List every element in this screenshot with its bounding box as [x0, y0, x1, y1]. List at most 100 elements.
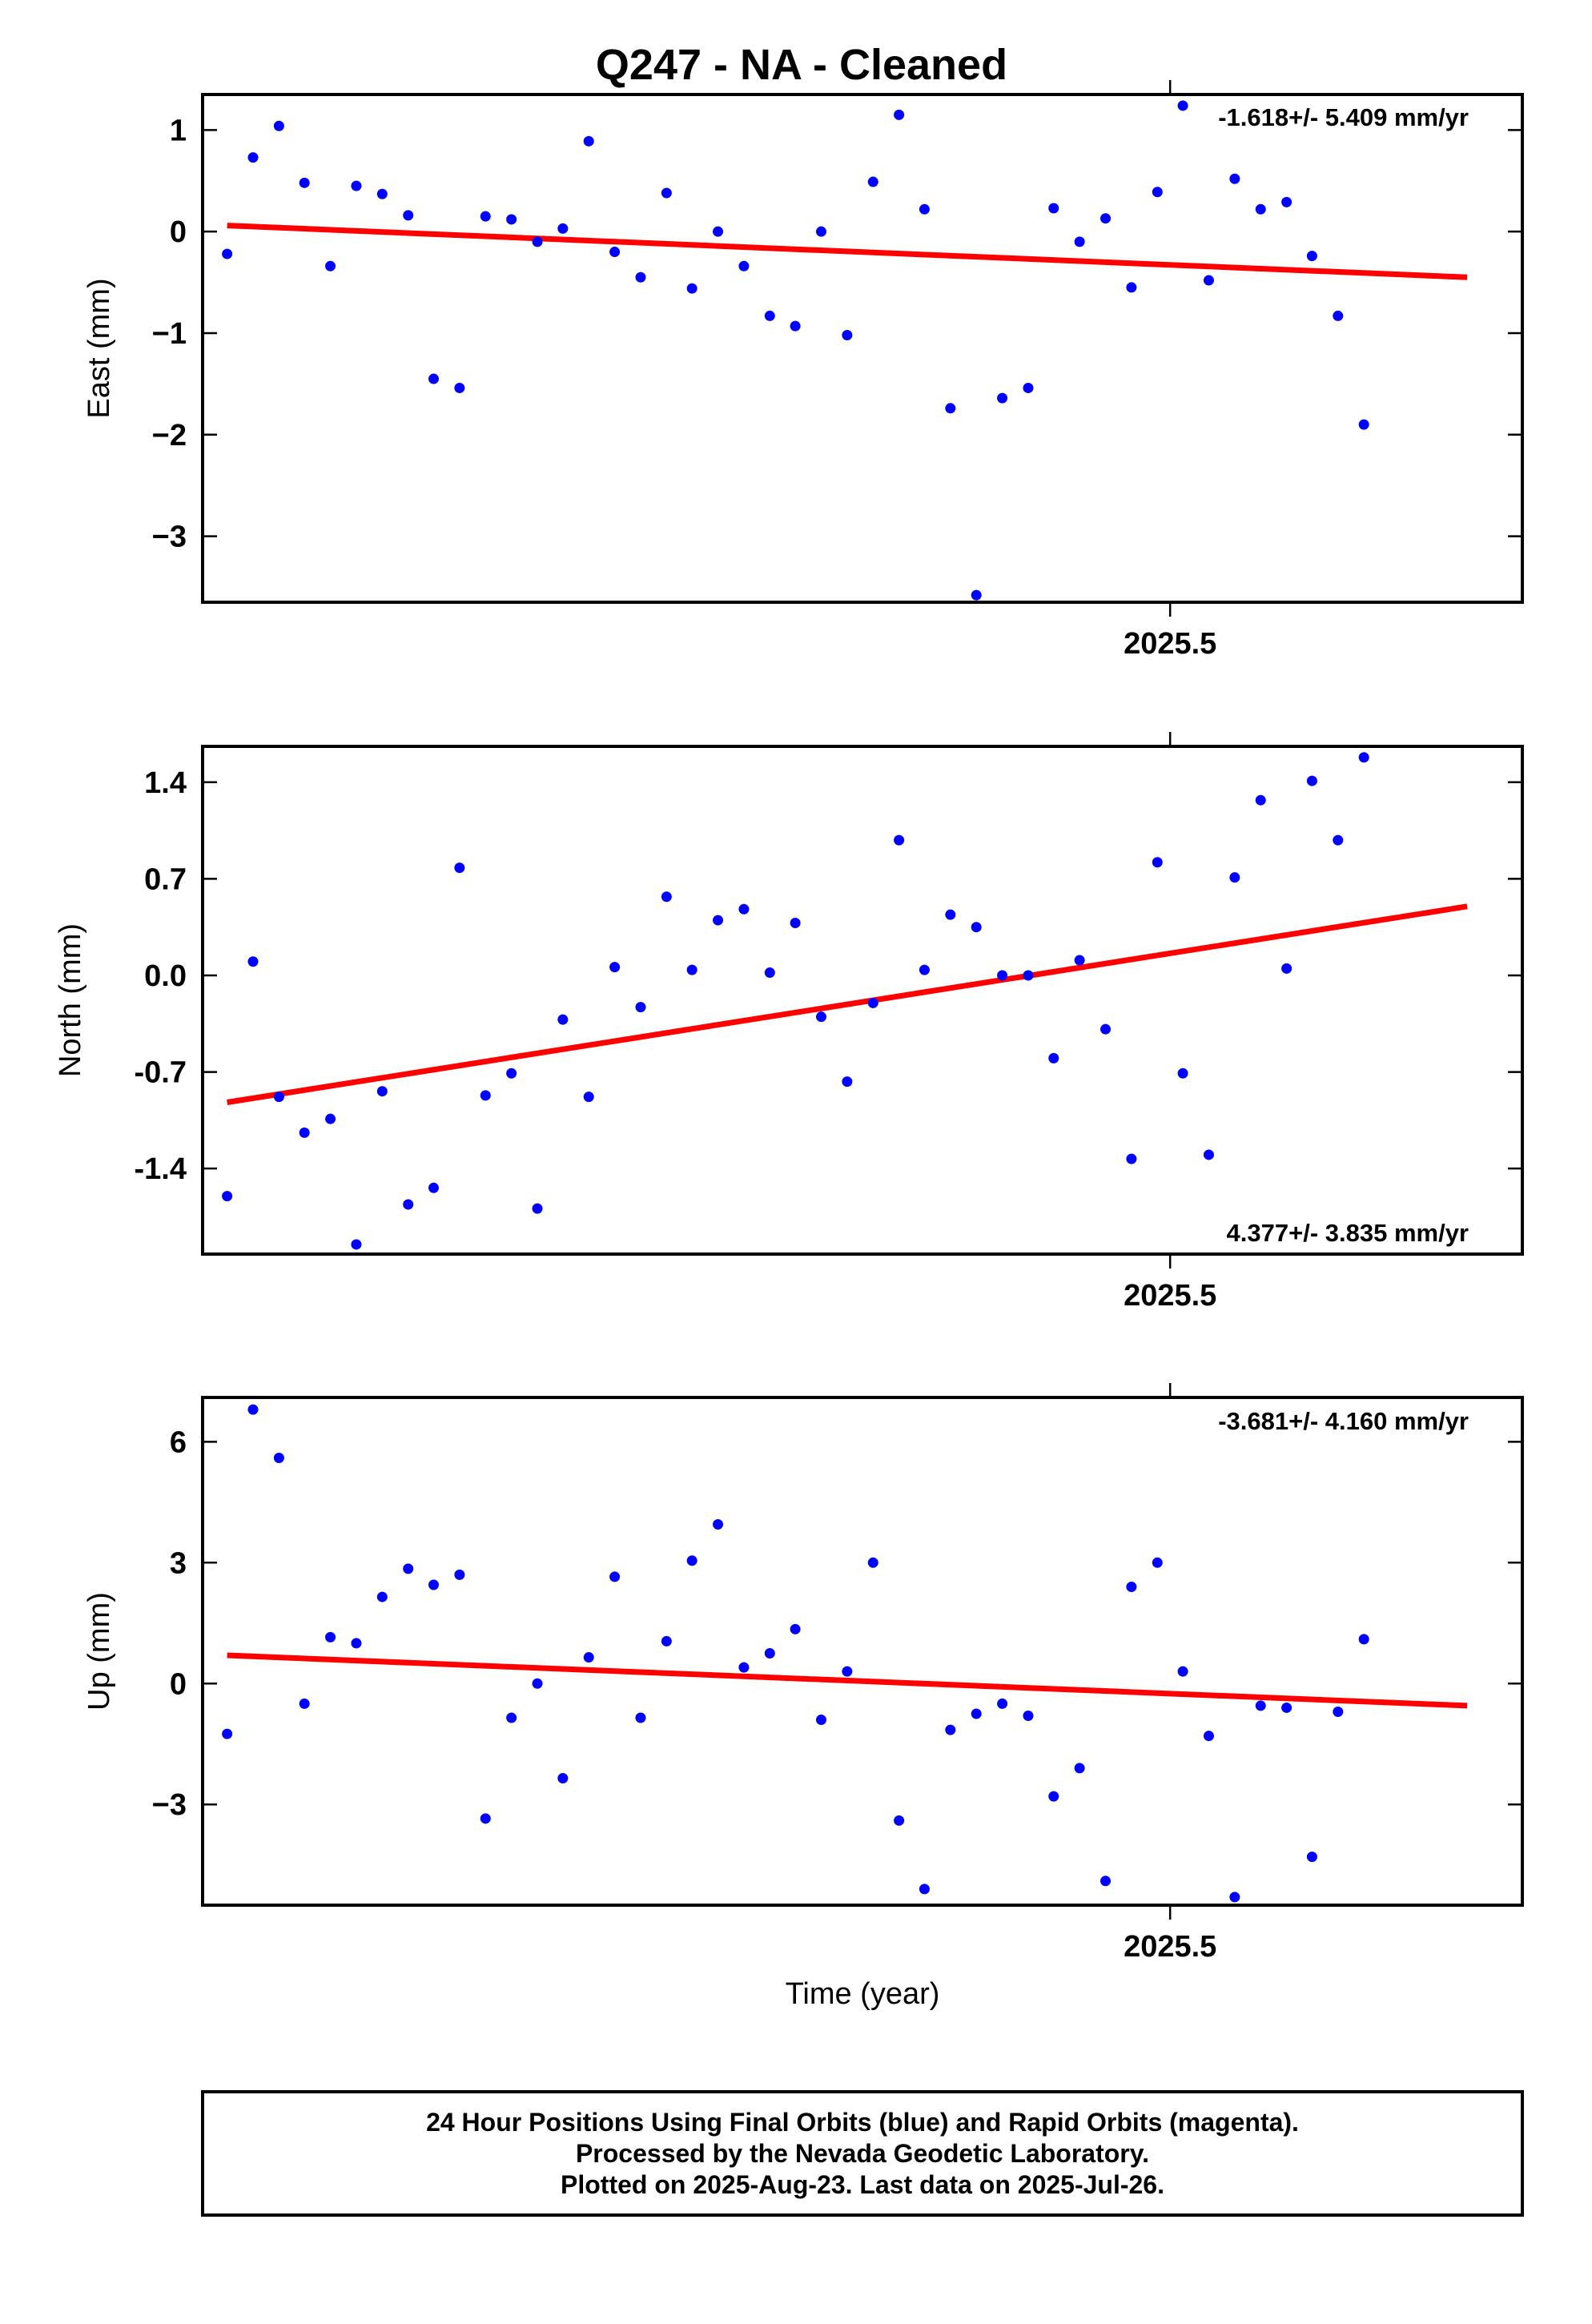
y-tick-label: −2: [152, 419, 187, 452]
data-point: [1074, 236, 1085, 247]
footer-line-2: Processed by the Nevada Geodetic Laborat…: [576, 2139, 1149, 2168]
data-point: [894, 834, 905, 846]
data-point: [790, 320, 801, 332]
data-point: [609, 247, 621, 258]
data-point: [532, 236, 543, 247]
data-point: [1048, 1791, 1059, 1802]
data-point: [480, 1090, 491, 1101]
data-point: [1126, 1153, 1137, 1164]
data-point: [1255, 203, 1266, 215]
data-point: [971, 922, 982, 933]
y-tick-label: −1: [152, 317, 187, 351]
data-point: [1203, 1149, 1214, 1160]
data-point: [1177, 100, 1188, 111]
data-point: [790, 1623, 801, 1634]
data-point: [1358, 752, 1369, 763]
panel-north: North (mm) 4.377+/- 3.835 mm/yr 1.4 0.7 0.…: [54, 732, 1524, 1313]
footer-line-1: 24 Hour Positions Using Final Orbits (bl…: [426, 2108, 1299, 2137]
footer-frame: [201, 2090, 1524, 2217]
data-point: [1126, 282, 1137, 293]
data-point: [1100, 1876, 1112, 1887]
data-point: [403, 1563, 414, 1574]
y-tick-label: -0.7: [135, 1056, 187, 1090]
data-point: [1048, 203, 1059, 214]
data-point: [713, 1519, 724, 1530]
plot-frame-up: [201, 1396, 1524, 1907]
data-point: [919, 964, 930, 975]
data-point: [764, 310, 775, 321]
data-point: [713, 915, 724, 926]
data-point: [403, 1199, 414, 1210]
data-point: [506, 1712, 517, 1723]
data-point: [1229, 872, 1240, 883]
data-point: [1229, 1892, 1240, 1903]
data-point: [842, 1076, 853, 1088]
data-point: [1281, 196, 1292, 207]
y-axis-label-north: North (mm): [54, 923, 87, 1077]
y-tick-label: −3: [152, 1788, 187, 1822]
data-point: [919, 1884, 930, 1895]
data-point: [609, 1571, 621, 1582]
data-point: [635, 271, 646, 283]
data-point: [1100, 213, 1112, 224]
panel-east: East (mm) -1.618+/- 5.409 mm/yr 1 0 −1 −2 −3…: [82, 80, 1524, 661]
data-point: [325, 260, 336, 271]
data-point: [1177, 1666, 1188, 1677]
data-point: [532, 1678, 543, 1689]
data-point: [480, 211, 491, 222]
y-tick-label: 0.0: [144, 959, 187, 993]
data-point: [299, 1127, 310, 1138]
data-point: [945, 403, 956, 414]
data-point: [1023, 970, 1034, 981]
data-point: [997, 392, 1008, 404]
data-point: [790, 918, 801, 929]
data-point: [1203, 1731, 1214, 1742]
data-point: [686, 283, 698, 294]
rate-text-north: 4.377+/- 3.835 mm/yr: [1227, 1219, 1469, 1247]
y-tick-label: 6: [170, 1425, 187, 1459]
plot-frame-north: [201, 745, 1524, 1256]
data-point: [273, 1092, 284, 1103]
data-point: [222, 1728, 233, 1739]
data-point: [583, 1652, 594, 1663]
plot-frame-east: [201, 93, 1524, 604]
data-point: [815, 226, 826, 237]
data-point: [867, 1557, 878, 1568]
data-point: [428, 373, 440, 384]
data-point: [247, 1404, 259, 1415]
data-point: [454, 862, 465, 874]
x-tick-label: 2025.5: [1124, 627, 1216, 661]
x-tick-label: 2025.5: [1124, 1279, 1216, 1313]
data-point: [1333, 310, 1344, 321]
y-axis-label-up: Up (mm): [82, 1592, 116, 1711]
data-point: [376, 188, 388, 199]
data-point: [325, 1113, 336, 1124]
y-axis-label-east: East (mm): [82, 278, 116, 418]
data-point: [815, 1715, 826, 1726]
figure-title: Q247 - NA - Cleaned: [596, 41, 1007, 89]
data-point: [867, 997, 878, 1008]
data-point: [1100, 1023, 1112, 1035]
data-point: [1333, 1706, 1344, 1717]
data-point: [686, 1555, 698, 1566]
data-point: [609, 962, 621, 973]
data-point: [738, 903, 750, 915]
data-point: [1152, 187, 1163, 198]
data-point: [1074, 1763, 1085, 1774]
data-point: [635, 1712, 646, 1723]
data-point: [945, 909, 956, 920]
data-point: [1177, 1068, 1188, 1079]
data-point: [1152, 1557, 1163, 1568]
data-point: [1203, 275, 1214, 286]
data-point: [1358, 1634, 1369, 1645]
data-point: [661, 891, 672, 903]
data-point: [273, 120, 284, 131]
data-point: [351, 1638, 362, 1649]
data-point: [480, 1813, 491, 1824]
data-point: [1152, 857, 1163, 868]
data-point: [403, 210, 414, 221]
data-point: [557, 1773, 569, 1783]
data-point: [1229, 173, 1240, 184]
data-point: [299, 177, 310, 188]
